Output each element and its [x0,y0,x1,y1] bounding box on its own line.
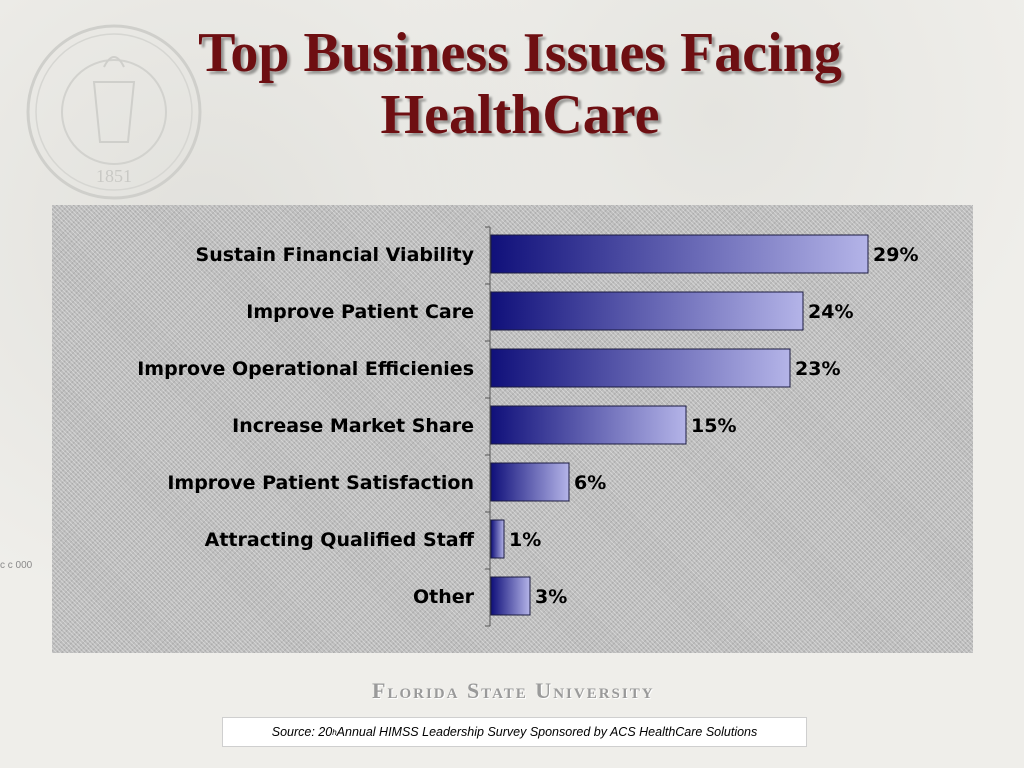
bar [490,291,804,331]
source-note: Source: 20 h Annual HIMSS Leadership Surv… [222,717,807,747]
value-label: 6% [574,472,606,494]
category-label: Increase Market Share [232,415,474,437]
value-label: 29% [873,244,918,266]
seal-year: 1851 [96,166,132,186]
chart-panel: Sustain Financial Viability 29% Improve Pa… [52,205,973,653]
value-label: 24% [808,301,853,323]
source-superscript: h [332,727,337,737]
bar [490,405,687,445]
category-label: Sustain Financial Viability [196,244,475,266]
category-label: Other [413,586,475,608]
bar-chart: Sustain Financial Viability 29% Improve Pa… [137,226,918,627]
category-label: Improve Patient Satisfaction [167,472,474,494]
value-label: 3% [535,586,567,608]
bar [490,348,791,388]
bar [490,234,869,274]
title-line-1: Top Business Issues Facing [198,22,842,84]
value-label: 23% [795,358,840,380]
value-label: 15% [691,415,736,437]
university-seal-icon: 1851 [26,24,202,200]
value-label: 1% [509,529,541,551]
category-label: Improve Patient Care [246,301,474,323]
fsu-wordmark: Florida State University [372,678,655,703]
source-prefix: Source: 20 [271,725,333,739]
bar [490,576,531,616]
side-mark: c c 000 [0,560,33,571]
category-label: Attracting Qualified Staff [205,529,475,551]
slide-title: Top Business Issues Facing HealthCare [120,22,920,146]
category-label: Improve Operational Efficienies [137,358,474,380]
bar [490,519,505,559]
title-line-2: HealthCare [380,84,660,146]
bar [490,462,570,502]
source-suffix: Annual HIMSS Leadership Survey Sponsored… [336,725,758,739]
